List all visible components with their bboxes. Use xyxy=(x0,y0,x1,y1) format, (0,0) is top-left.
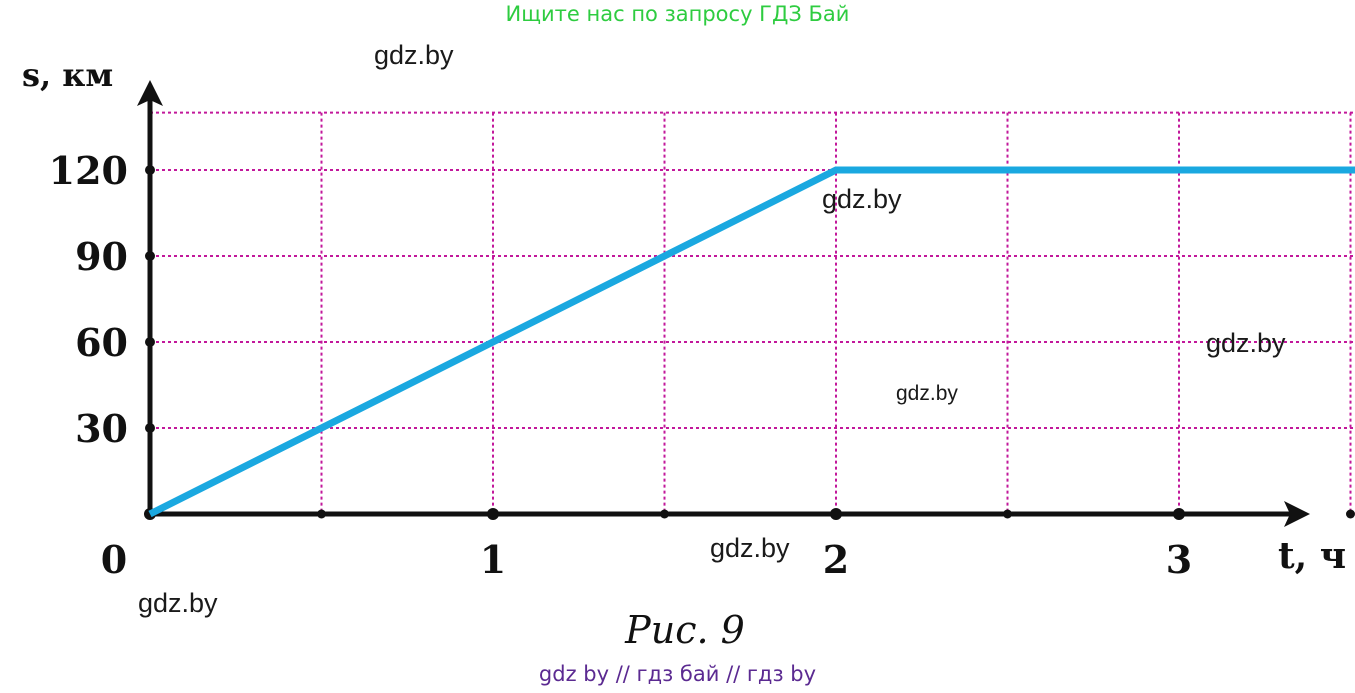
y-tick-label: 60 xyxy=(75,320,128,365)
figure-caption: Рис. 9 xyxy=(625,608,745,652)
x-minor-tick-mark xyxy=(660,509,669,519)
x-tick-mark xyxy=(487,508,499,520)
x-minor-tick-mark xyxy=(317,509,326,519)
watermark: gdz.by xyxy=(374,40,454,70)
x-tick-label: 3 xyxy=(1166,537,1192,582)
x-axis-title: t, ч xyxy=(1278,535,1346,577)
top-banner: Ищите нас по запросу ГДЗ Бай xyxy=(505,2,850,26)
x-tick-mark xyxy=(830,508,842,520)
watermark: gdz.by xyxy=(138,588,218,618)
footer-links: gdz by // гдз бай // гдз by xyxy=(538,662,817,686)
y-tick-mark xyxy=(145,165,155,175)
y-tick-label: 120 xyxy=(49,148,128,193)
y-tick-mark xyxy=(145,337,155,347)
axes xyxy=(137,80,1310,527)
y-axis-title: s, км xyxy=(22,56,113,94)
x-tick-label: 2 xyxy=(823,537,849,582)
grid xyxy=(150,111,1355,514)
y-tick-label: 30 xyxy=(75,406,128,451)
y-axis-arrowhead xyxy=(137,80,163,106)
labels: s, км t, ч xyxy=(22,56,1346,577)
watermark: gdz.by xyxy=(1206,328,1286,358)
x-tick-mark xyxy=(1173,508,1185,520)
x-minor-tick-mark xyxy=(1346,509,1355,519)
x-axis-arrowhead xyxy=(1284,501,1310,527)
watermark: gdz.by xyxy=(896,382,958,405)
y-tick-mark xyxy=(145,423,155,433)
ticks: 0123456306090120 xyxy=(49,148,1355,582)
y-tick-mark xyxy=(145,251,155,261)
watermark: gdz.by xyxy=(822,184,902,214)
series xyxy=(148,166,1355,518)
x-tick-label: 0 xyxy=(101,537,127,582)
x-minor-tick-mark xyxy=(1003,509,1012,519)
y-tick-label: 90 xyxy=(75,234,128,279)
series-line xyxy=(148,166,1355,518)
x-tick-label: 1 xyxy=(480,537,506,582)
watermark: gdz.by xyxy=(710,533,790,563)
